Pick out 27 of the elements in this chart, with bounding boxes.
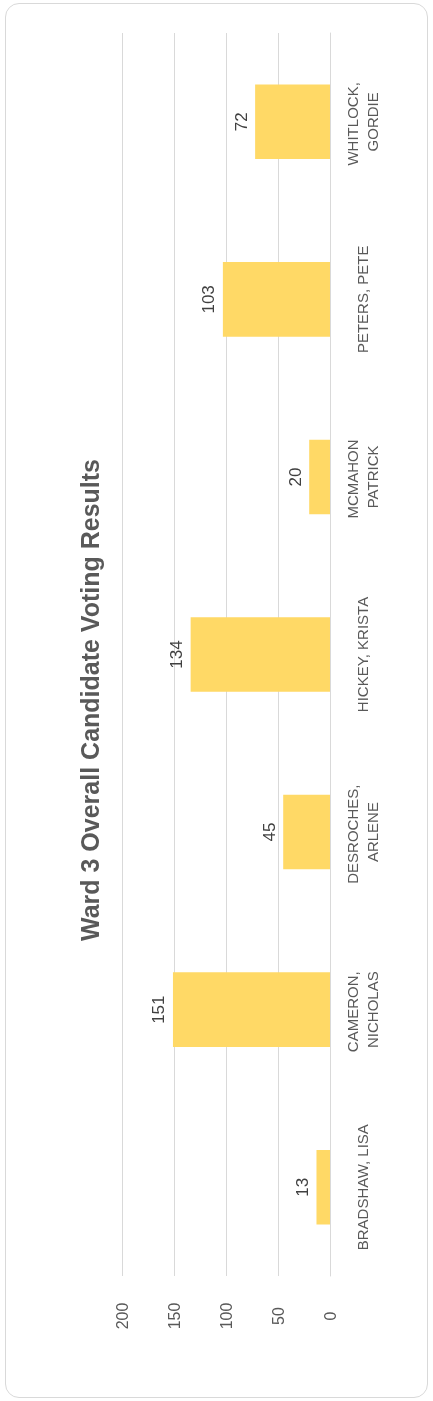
data-label: 72 (231, 112, 251, 132)
data-label: 151 (149, 995, 169, 1024)
x-tick-label: 50 (269, 1307, 287, 1325)
y-tick-label: PETERS, PETE (353, 245, 371, 354)
data-label: 134 (167, 640, 187, 669)
bar (222, 262, 330, 337)
y-tick-label: MCMAHON PATRICK (343, 435, 381, 519)
x-tick-label: 200 (113, 1302, 131, 1330)
bar (283, 794, 330, 870)
x-tick-label: 100 (217, 1302, 235, 1330)
data-label: 13 (292, 1177, 312, 1197)
y-tick-label: BRADSHAW, LISA (353, 1124, 371, 1251)
y-tick-label: CAMERON, NICHOLAS (343, 967, 381, 1053)
x-tick-label: 0 (321, 1311, 339, 1321)
bar (172, 972, 330, 1047)
data-label: 45 (259, 822, 279, 842)
x-tick-label: 150 (165, 1302, 183, 1330)
bar (309, 439, 330, 515)
bar (316, 1149, 330, 1225)
y-tick-label: DESROCHES, ARLENE (343, 780, 381, 884)
text: Ward 3 Overall Candidate Voting Results (76, 458, 104, 942)
bar (190, 617, 330, 692)
data-label: 20 (285, 467, 305, 487)
y-tick-label: WHITLOCK, GORDIE (343, 78, 381, 166)
bar (255, 84, 330, 160)
y-tick-label: HICKEY, KRISTA (353, 596, 371, 713)
data-label: 103 (199, 285, 219, 314)
